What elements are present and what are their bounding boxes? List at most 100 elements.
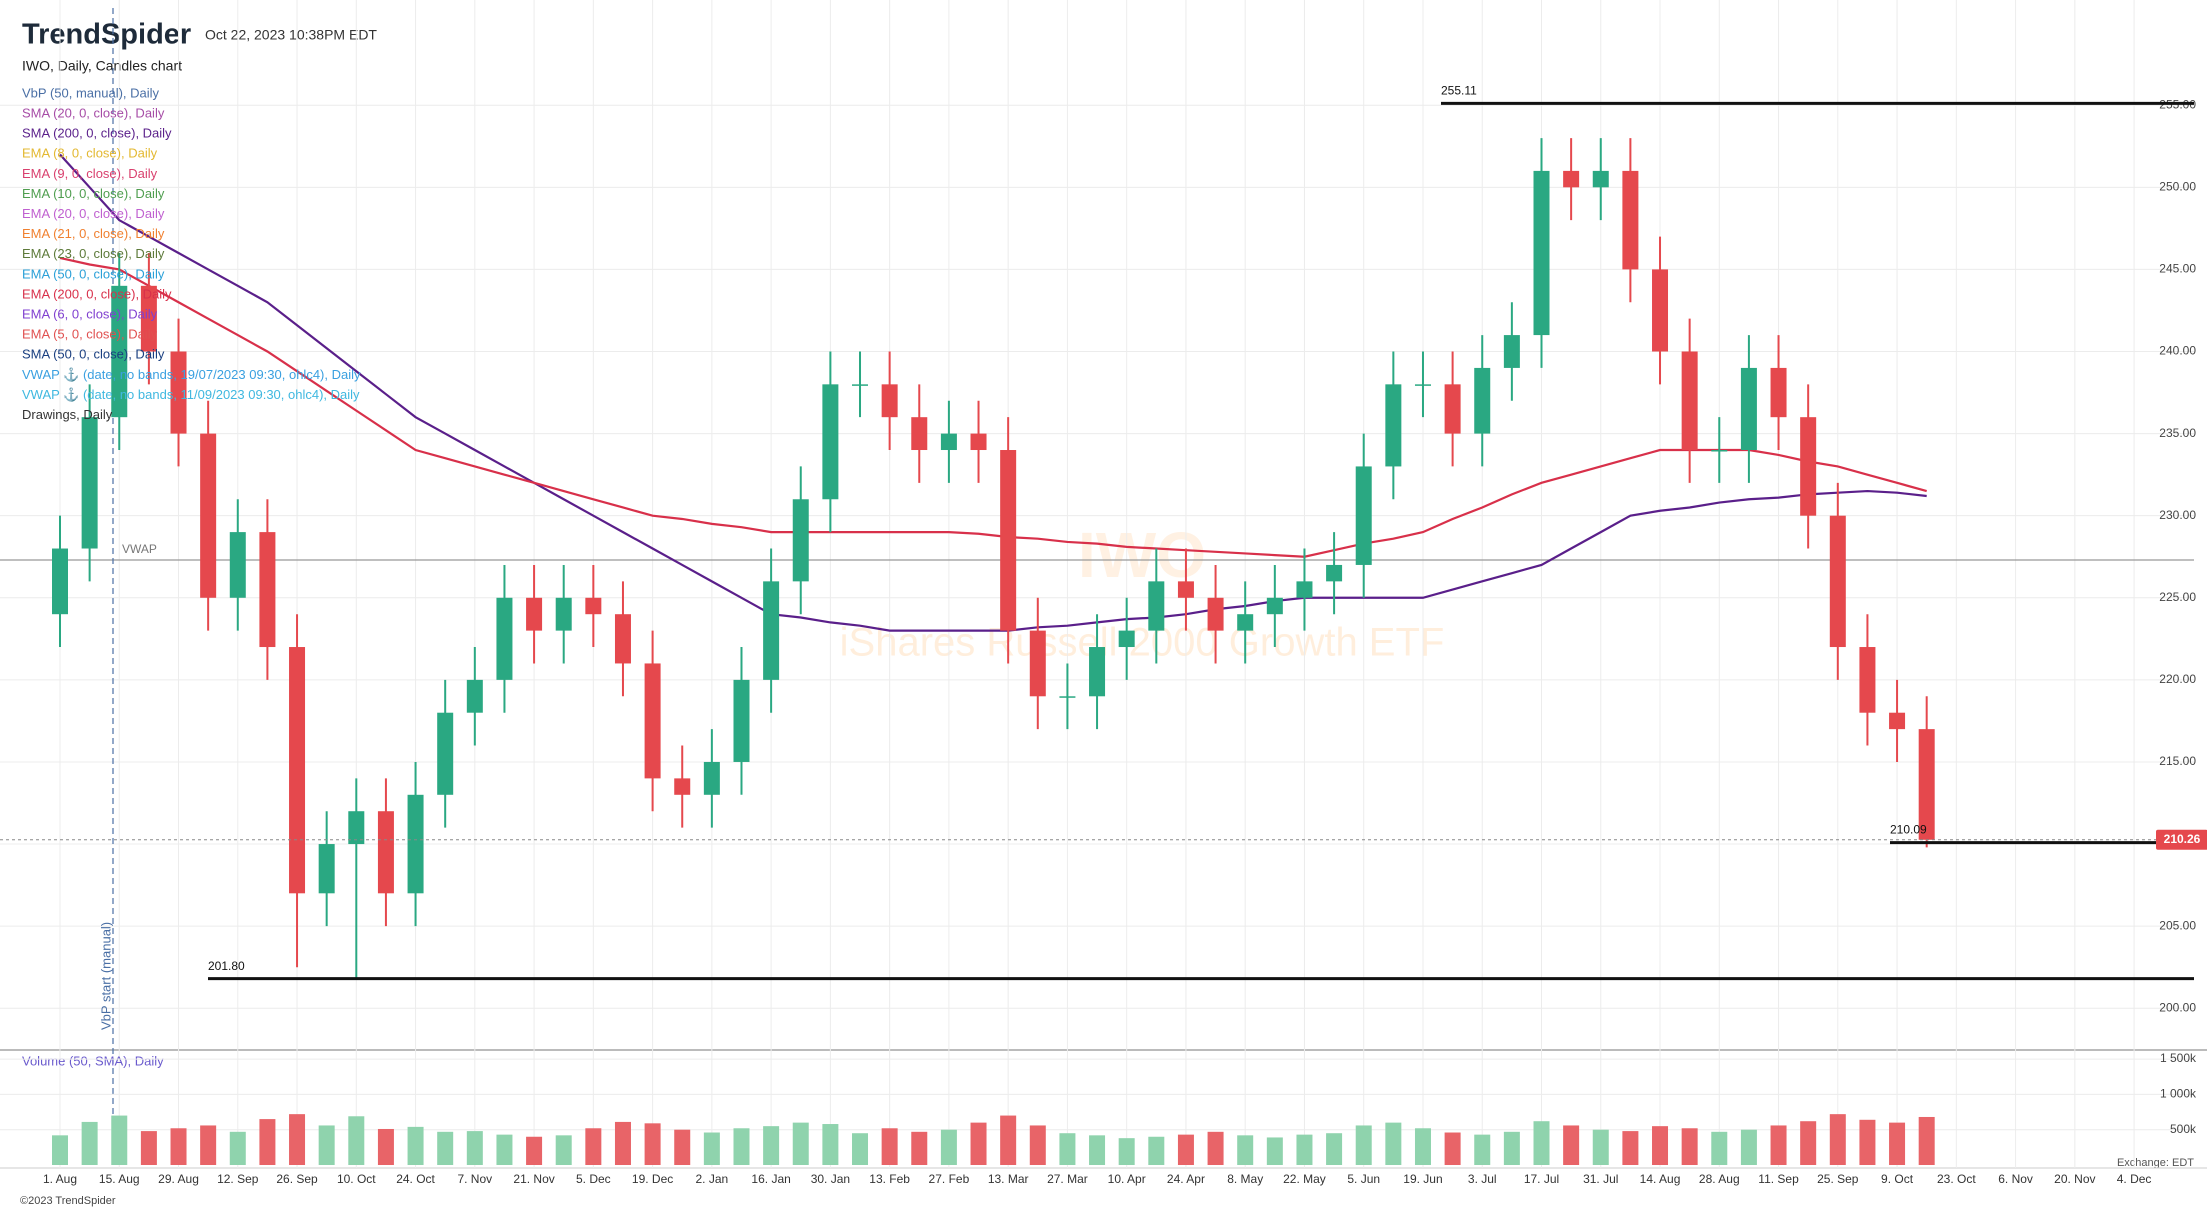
- x-tick-label: 6. Nov: [1998, 1172, 2033, 1186]
- candle-body: [1622, 170, 1639, 270]
- candle-body: [792, 499, 809, 582]
- volume-bar: [555, 1135, 572, 1165]
- volume-bar: [703, 1132, 720, 1165]
- candle-body: [1652, 269, 1669, 352]
- candle-body: [733, 679, 750, 762]
- x-tick-label: 7. Nov: [457, 1172, 492, 1186]
- volume-bar: [1503, 1131, 1520, 1165]
- volume-bar: [852, 1133, 869, 1165]
- candle-body: [437, 712, 454, 795]
- volume-bar: [1089, 1135, 1106, 1165]
- candle-body: [1089, 647, 1106, 697]
- volume-bar: [1000, 1115, 1017, 1165]
- volume-bar: [200, 1125, 217, 1165]
- volume-bar: [1414, 1128, 1431, 1165]
- volume-bar: [911, 1131, 928, 1165]
- volume-bar: [1859, 1119, 1876, 1165]
- candle-body: [1859, 647, 1876, 713]
- candle-body: [170, 351, 187, 434]
- candle-body: [1029, 630, 1046, 697]
- volume-bar: [644, 1123, 661, 1165]
- vbp-start-label: VbP start (manual): [98, 922, 113, 1030]
- y-tick-label: 205.00: [2159, 918, 2196, 932]
- candle-body: [81, 417, 98, 549]
- volume-bar: [763, 1126, 780, 1165]
- x-tick-label: 9. Oct: [1881, 1172, 1914, 1186]
- candle-body: [140, 285, 157, 352]
- legend-entry: EMA (23, 0, close), Daily: [22, 246, 165, 261]
- y-tick-label: 200.00: [2159, 1000, 2196, 1014]
- volume-bar: [377, 1128, 394, 1165]
- candle-body: [614, 614, 631, 664]
- candle-body: [1237, 614, 1254, 631]
- legend-entry: SMA (50, 0, close), Daily: [22, 347, 165, 362]
- candle-body: [1207, 597, 1224, 631]
- legend-entry: Drawings, Daily: [22, 407, 113, 422]
- x-tick-label: 10. Oct: [337, 1172, 376, 1186]
- volume-bar: [733, 1128, 750, 1165]
- volume-bar: [1029, 1125, 1046, 1165]
- level-label: 201.80: [208, 959, 245, 973]
- volume-bar: [289, 1114, 306, 1165]
- legend-entry: SMA (200, 0, close), Daily: [22, 126, 172, 141]
- volume-bar: [1800, 1121, 1817, 1165]
- x-tick-label: 17. Jul: [1524, 1172, 1559, 1186]
- candle-body: [1059, 696, 1076, 698]
- x-tick-label: 3. Jul: [1468, 1172, 1497, 1186]
- x-tick-label: 19. Dec: [632, 1172, 673, 1186]
- candle-body: [940, 433, 957, 451]
- candle-body: [496, 597, 513, 680]
- x-tick-label: 1. Aug: [43, 1172, 77, 1186]
- last-price-badge: [2156, 829, 2207, 850]
- volume-bar: [52, 1135, 68, 1165]
- volume-bar: [1326, 1133, 1343, 1165]
- timestamp: Oct 22, 2023 10:38PM EDT: [205, 27, 377, 43]
- volume-bar: [614, 1121, 631, 1165]
- volume-bar: [822, 1124, 839, 1165]
- candle-body: [259, 532, 276, 648]
- y-tick-label: 235.00: [2159, 426, 2196, 440]
- candle-body: [1503, 335, 1520, 368]
- candle-body: [289, 647, 306, 894]
- candle-body: [229, 532, 246, 598]
- legend-entry: EMA (200, 0, close), Daily: [22, 286, 172, 301]
- x-tick-label: 5. Dec: [576, 1172, 611, 1186]
- candle-body: [822, 384, 839, 500]
- volume-bar: [1592, 1129, 1609, 1165]
- volume-bar: [407, 1126, 424, 1165]
- candle-body: [1444, 384, 1461, 434]
- chart-title: IWO, Daily, Candles chart: [22, 58, 182, 74]
- volume-bar: [229, 1131, 246, 1165]
- volume-bar: [1681, 1128, 1698, 1165]
- candle-body: [1681, 351, 1698, 451]
- candle-body: [1355, 466, 1372, 565]
- legend-entry: EMA (20, 0, close), Daily: [22, 206, 165, 221]
- legend-entry: EMA (5, 0, close), Daily: [22, 327, 158, 342]
- volume-bar: [1148, 1136, 1165, 1165]
- x-tick-label: 14. Aug: [1640, 1172, 1681, 1186]
- volume-bar: [496, 1134, 513, 1165]
- x-tick-label: 29. Aug: [158, 1172, 199, 1186]
- x-tick-label: 24. Oct: [396, 1172, 435, 1186]
- volume-bar: [1474, 1134, 1491, 1165]
- candle-body: [1000, 450, 1017, 631]
- x-tick-label: 23. Oct: [1937, 1172, 1976, 1186]
- watermark-symbol: IWO: [1078, 519, 1206, 591]
- x-tick-label: 28. Aug: [1699, 1172, 1740, 1186]
- volume-tick-label: 1 000k: [2160, 1087, 2197, 1101]
- volume-bar: [1118, 1138, 1135, 1165]
- volume-bar: [792, 1122, 809, 1165]
- volume-bar: [1533, 1121, 1550, 1165]
- overlay-line: [59, 153, 1927, 632]
- volume-bar: [1385, 1122, 1402, 1165]
- volume-bar: [1177, 1134, 1194, 1165]
- volume-bar: [1296, 1134, 1313, 1165]
- volume-bar: [1652, 1126, 1669, 1165]
- candle-body: [1711, 450, 1728, 452]
- volume-bar: [1829, 1114, 1846, 1165]
- candle-body: [1800, 417, 1817, 516]
- candle-body: [200, 433, 217, 598]
- candle-body: [111, 285, 128, 418]
- x-tick-label: 13. Feb: [869, 1172, 910, 1186]
